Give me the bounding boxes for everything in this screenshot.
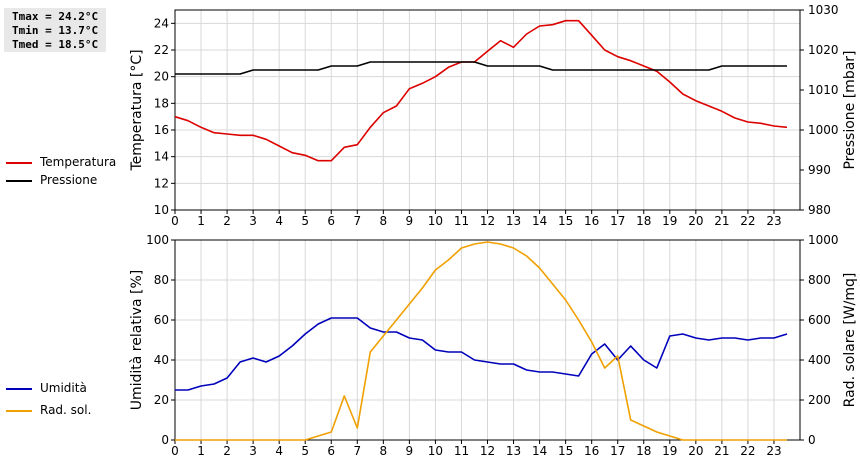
x-tick-label-1-21: 21 [714, 444, 729, 458]
x-tick-label-1-1: 1 [197, 444, 205, 458]
x-tick-label-0-16: 16 [584, 214, 599, 228]
x-tick-label-0-14: 14 [532, 214, 547, 228]
x-tick-label-1-2: 2 [223, 444, 231, 458]
x-tick-label-1-10: 10 [428, 444, 443, 458]
x-tick-label-1-20: 20 [688, 444, 703, 458]
yl-tick-label-1-4: 80 [154, 273, 169, 287]
stat-tmax: Tmax = 24.2°C [12, 10, 99, 23]
yl-tick-label-1-2: 40 [154, 353, 169, 367]
x-tick-label-1-7: 7 [353, 444, 361, 458]
yr-tick-label-0-4: 1020 [808, 43, 839, 57]
x-tick-label-0-2: 2 [223, 214, 231, 228]
x-tick-label-0-8: 8 [380, 214, 388, 228]
legend-temperatura: Temperatura [6, 154, 116, 170]
x-tick-label-0-13: 13 [506, 214, 521, 228]
yr-tick-label-1-4: 800 [808, 273, 831, 287]
x-tick-label-0-17: 17 [610, 214, 625, 228]
yl-tick-label-0-2: 14 [154, 150, 169, 164]
x-tick-label-1-15: 15 [558, 444, 573, 458]
x-tick-label-0-15: 15 [558, 214, 573, 228]
legend-swatch-umidita [6, 387, 32, 390]
x-tick-label-1-13: 13 [506, 444, 521, 458]
yl-tick-label-0-3: 16 [154, 123, 169, 137]
yl-tick-label-1-3: 60 [154, 313, 169, 327]
yr-tick-label-1-5: 1000 [808, 233, 839, 247]
legend-label-temperatura: Temperatura [40, 155, 117, 169]
yl-tick-label-1-0: 0 [161, 433, 169, 447]
stat-tmin: Tmin = 13.7°C [12, 24, 99, 37]
yl-tick-label-1-5: 100 [146, 233, 169, 247]
x-tick-label-0-4: 4 [275, 214, 283, 228]
x-tick-label-1-4: 4 [275, 444, 283, 458]
x-tick-label-0-22: 22 [740, 214, 755, 228]
x-tick-label-0-7: 7 [353, 214, 361, 228]
legend-swatch-radsol [6, 409, 32, 412]
x-tick-label-0-3: 3 [249, 214, 257, 228]
series-line-umidit- [175, 317, 788, 391]
x-tick-label-1-9: 9 [406, 444, 414, 458]
x-tick-label-0-21: 21 [714, 214, 729, 228]
yr-tick-label-1-0: 0 [808, 433, 816, 447]
x-tick-label-0-11: 11 [454, 214, 469, 228]
legend-swatch-pressione [6, 179, 32, 182]
series-line-pressione [175, 61, 787, 75]
yr-tick-label-1-1: 200 [808, 393, 831, 407]
legend-radsol: Rad. sol. [6, 402, 91, 418]
x-tick-label-1-23: 23 [766, 444, 781, 458]
x-tick-label-1-11: 11 [454, 444, 469, 458]
x-tick-label-0-0: 0 [171, 214, 179, 228]
yr-tick-label-0-5: 1030 [808, 3, 839, 17]
x-tick-label-0-23: 23 [766, 214, 781, 228]
yl-tick-label-0-4: 18 [154, 96, 169, 110]
y-right-axis-label-0: Pressione [mbar] [842, 50, 858, 169]
x-tick-label-1-6: 6 [327, 444, 335, 458]
x-tick-label-1-0: 0 [171, 444, 179, 458]
yl-tick-label-0-1: 12 [154, 176, 169, 190]
x-tick-label-1-14: 14 [532, 444, 547, 458]
yl-tick-label-1-1: 20 [154, 393, 169, 407]
yr-tick-label-0-3: 1010 [808, 83, 839, 97]
x-tick-label-1-3: 3 [249, 444, 257, 458]
x-tick-label-1-17: 17 [610, 444, 625, 458]
y-left-axis-label-0: Temperatura [°C] [129, 49, 145, 171]
x-tick-label-1-18: 18 [636, 444, 651, 458]
x-tick-label-1-12: 12 [480, 444, 495, 458]
x-tick-label-0-12: 12 [480, 214, 495, 228]
legend-label-pressione: Pressione [40, 173, 98, 187]
x-tick-label-0-19: 19 [662, 214, 677, 228]
x-tick-label-1-22: 22 [740, 444, 755, 458]
yr-tick-label-1-2: 400 [808, 353, 831, 367]
legend-pressione: Pressione [6, 172, 97, 188]
x-tick-label-0-9: 9 [406, 214, 414, 228]
x-tick-label-1-19: 19 [662, 444, 677, 458]
x-tick-label-0-18: 18 [636, 214, 651, 228]
x-tick-label-0-5: 5 [301, 214, 309, 228]
yl-tick-label-0-5: 20 [154, 70, 169, 84]
yr-tick-label-0-0: 980 [808, 203, 831, 217]
stat-tmed: Tmed = 18.5°C [12, 38, 99, 51]
x-tick-label-1-16: 16 [584, 444, 599, 458]
y-right-axis-label-1: Rad. solare [W/mq] [842, 273, 858, 408]
x-tick-label-0-6: 6 [327, 214, 335, 228]
stats-box: Tmax = 24.2°C Tmin = 13.7°C Tmed = 18.5°… [4, 8, 106, 52]
x-tick-label-1-8: 8 [380, 444, 388, 458]
legend-label-radsol: Rad. sol. [40, 403, 92, 417]
yr-tick-label-1-3: 600 [808, 313, 831, 327]
yl-tick-label-0-0: 10 [154, 203, 169, 217]
x-tick-label-0-1: 1 [197, 214, 205, 228]
legend-label-umidita: Umidità [40, 381, 87, 395]
yr-tick-label-0-2: 1000 [808, 123, 839, 137]
series-line-temperatura [174, 19, 788, 162]
x-tick-label-0-20: 20 [688, 214, 703, 228]
legend-swatch-temperatura [6, 161, 32, 164]
y-left-axis-label-1: Umidità relativa [%] [129, 270, 145, 411]
yr-tick-label-0-1: 990 [808, 163, 831, 177]
x-tick-label-0-10: 10 [428, 214, 443, 228]
legend-umidita: Umidità [6, 380, 87, 396]
yl-tick-label-0-7: 24 [154, 16, 169, 30]
yl-tick-label-0-6: 22 [154, 43, 169, 57]
series-line-rad-sol- [175, 241, 787, 441]
x-tick-label-1-5: 5 [301, 444, 309, 458]
